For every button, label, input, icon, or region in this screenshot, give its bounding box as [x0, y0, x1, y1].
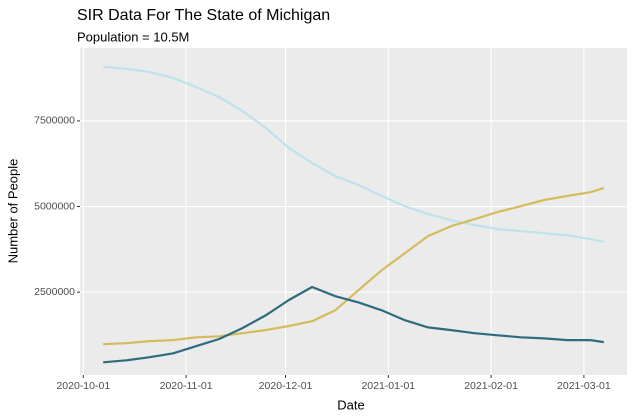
x-tick-label: 2021-03-01 — [557, 380, 611, 392]
x-tick-label: 2021-01-01 — [361, 380, 415, 392]
series-line — [103, 285, 604, 364]
chart-subtitle: Population = 10.5M — [77, 29, 189, 44]
y-tick-label: 5000000 — [34, 200, 75, 212]
y-tick-label: 7500000 — [34, 115, 75, 127]
series-line — [103, 186, 605, 346]
x-axis-label: Date — [337, 397, 364, 412]
x-tick-label: 2021-02-01 — [464, 380, 518, 392]
x-tick-label: 2020-11-01 — [160, 380, 213, 392]
plot-panel — [80, 48, 627, 375]
y-tick-label: 2500000 — [34, 286, 75, 298]
x-tick-label: 2020-10-01 — [56, 380, 110, 392]
x-tick-label: 2020-12-01 — [259, 380, 313, 392]
y-axis-label: Number of People — [5, 159, 20, 264]
series-line — [103, 65, 605, 244]
chart-title: SIR Data For The State of Michigan — [77, 7, 330, 24]
